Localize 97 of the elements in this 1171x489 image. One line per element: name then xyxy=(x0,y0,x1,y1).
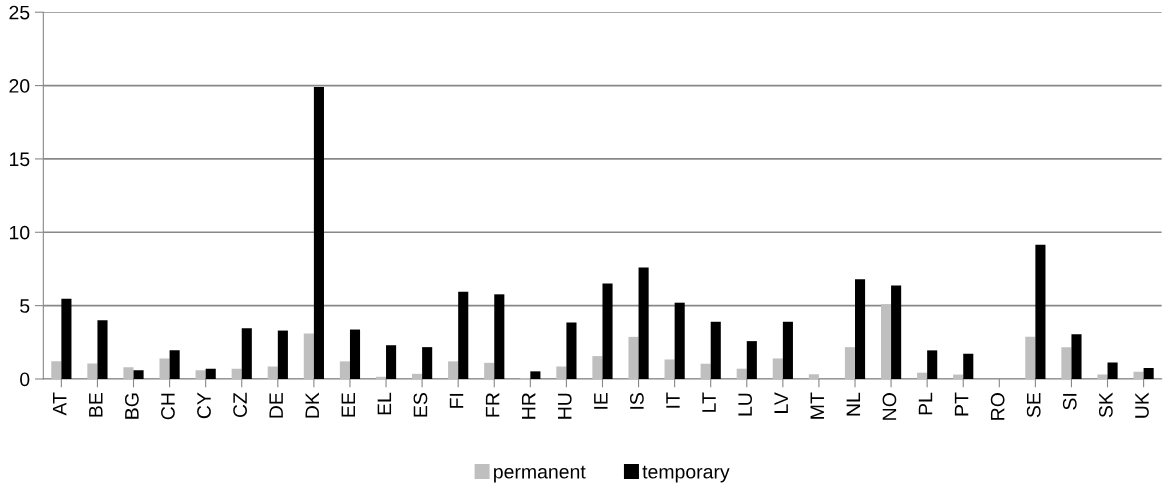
legend-label: permanent xyxy=(494,465,586,483)
bar xyxy=(782,321,793,379)
legend-label: temporary xyxy=(642,465,730,483)
y-tick-label: 10 xyxy=(9,225,30,240)
x-tick-label: IE xyxy=(594,393,608,409)
bar xyxy=(205,368,216,379)
bar xyxy=(808,374,819,379)
x-tick-label: SK xyxy=(1098,392,1113,418)
x-tick-label: FI xyxy=(449,393,464,408)
x-tick-label: LU xyxy=(738,393,752,416)
bar xyxy=(953,374,964,379)
x-tick-label: NO xyxy=(882,393,897,420)
bar xyxy=(638,267,649,379)
bar xyxy=(566,322,577,379)
bar xyxy=(51,361,62,379)
x-tick-label: PT xyxy=(954,392,969,416)
x-tick-label: MT xyxy=(810,392,824,419)
bar xyxy=(592,356,603,379)
bar xyxy=(267,366,278,379)
x-tick-label: IS xyxy=(630,393,644,409)
bar xyxy=(1097,374,1108,379)
x-tick-label: CZ xyxy=(233,392,247,418)
bar xyxy=(1025,336,1036,379)
x-tick-label: EL xyxy=(377,392,392,415)
x-tick-label: HR xyxy=(521,393,536,419)
bar xyxy=(277,330,288,379)
x-tick-label: NL xyxy=(846,392,861,416)
bar xyxy=(97,320,108,379)
bar xyxy=(133,370,144,379)
bar xyxy=(1143,367,1154,379)
bar xyxy=(349,329,361,379)
bar xyxy=(880,304,892,379)
bar xyxy=(710,321,721,379)
x-tick-label: CH xyxy=(161,393,175,420)
x-tick-label: IT xyxy=(666,392,680,408)
bar xyxy=(386,345,397,379)
bar xyxy=(1071,334,1082,379)
x-tick-label: DE xyxy=(269,393,283,418)
bar xyxy=(891,285,902,379)
bar xyxy=(313,87,324,379)
bar xyxy=(458,291,469,379)
x-tick-label: AT xyxy=(53,392,67,416)
bar xyxy=(855,279,866,379)
bar xyxy=(1035,244,1046,379)
x-tick-label: DK xyxy=(305,392,319,418)
bar xyxy=(159,358,170,379)
bar xyxy=(241,328,252,379)
x-tick-label: EE xyxy=(341,393,355,417)
bar xyxy=(231,368,242,379)
x-tick-label: LT xyxy=(702,392,716,412)
bar xyxy=(772,358,783,379)
bar xyxy=(963,353,974,379)
bar xyxy=(339,361,350,379)
bar xyxy=(917,372,928,379)
bar xyxy=(1133,371,1144,379)
x-tick-label: BG xyxy=(124,393,139,419)
x-tick-label: HU xyxy=(558,393,572,419)
x-tick-label: RO xyxy=(990,393,1005,420)
x-tick-label: PL xyxy=(918,392,933,415)
bar xyxy=(448,361,459,379)
x-tick-label: SE xyxy=(1026,393,1041,418)
bar xyxy=(736,368,747,379)
bar xyxy=(61,298,72,379)
x-tick-label: SI xyxy=(1062,393,1077,410)
bar xyxy=(375,376,387,379)
y-tick-label: 20 xyxy=(9,79,30,93)
x-tick-label: FR xyxy=(485,393,500,417)
bar xyxy=(700,363,711,379)
bar xyxy=(746,341,757,379)
y-tick-label: 5 xyxy=(20,299,30,313)
bar xyxy=(123,367,134,379)
bar xyxy=(87,363,98,379)
bar xyxy=(1061,347,1072,379)
bar xyxy=(628,336,639,379)
y-tick-label: 0 xyxy=(20,372,30,387)
x-tick-label: BE xyxy=(89,393,103,417)
bar xyxy=(195,370,206,379)
bar xyxy=(674,302,685,379)
y-tick-label: 15 xyxy=(9,152,30,167)
bar xyxy=(303,333,314,379)
bar xyxy=(556,366,567,379)
x-tick-label: ES xyxy=(413,393,428,417)
bar xyxy=(484,362,495,379)
bar xyxy=(494,294,505,379)
bar xyxy=(1107,362,1118,379)
bar xyxy=(602,283,613,379)
x-tick-label: LV xyxy=(774,392,788,413)
x-tick-label: CY xyxy=(197,392,211,419)
bar xyxy=(844,347,855,379)
bar xyxy=(412,373,423,379)
bar xyxy=(169,350,180,379)
bar xyxy=(927,350,938,379)
bar xyxy=(530,371,541,379)
bar xyxy=(664,359,675,379)
bar xyxy=(422,347,433,379)
x-tick-label: UK xyxy=(1135,392,1149,418)
y-tick-label: 25 xyxy=(9,5,30,20)
